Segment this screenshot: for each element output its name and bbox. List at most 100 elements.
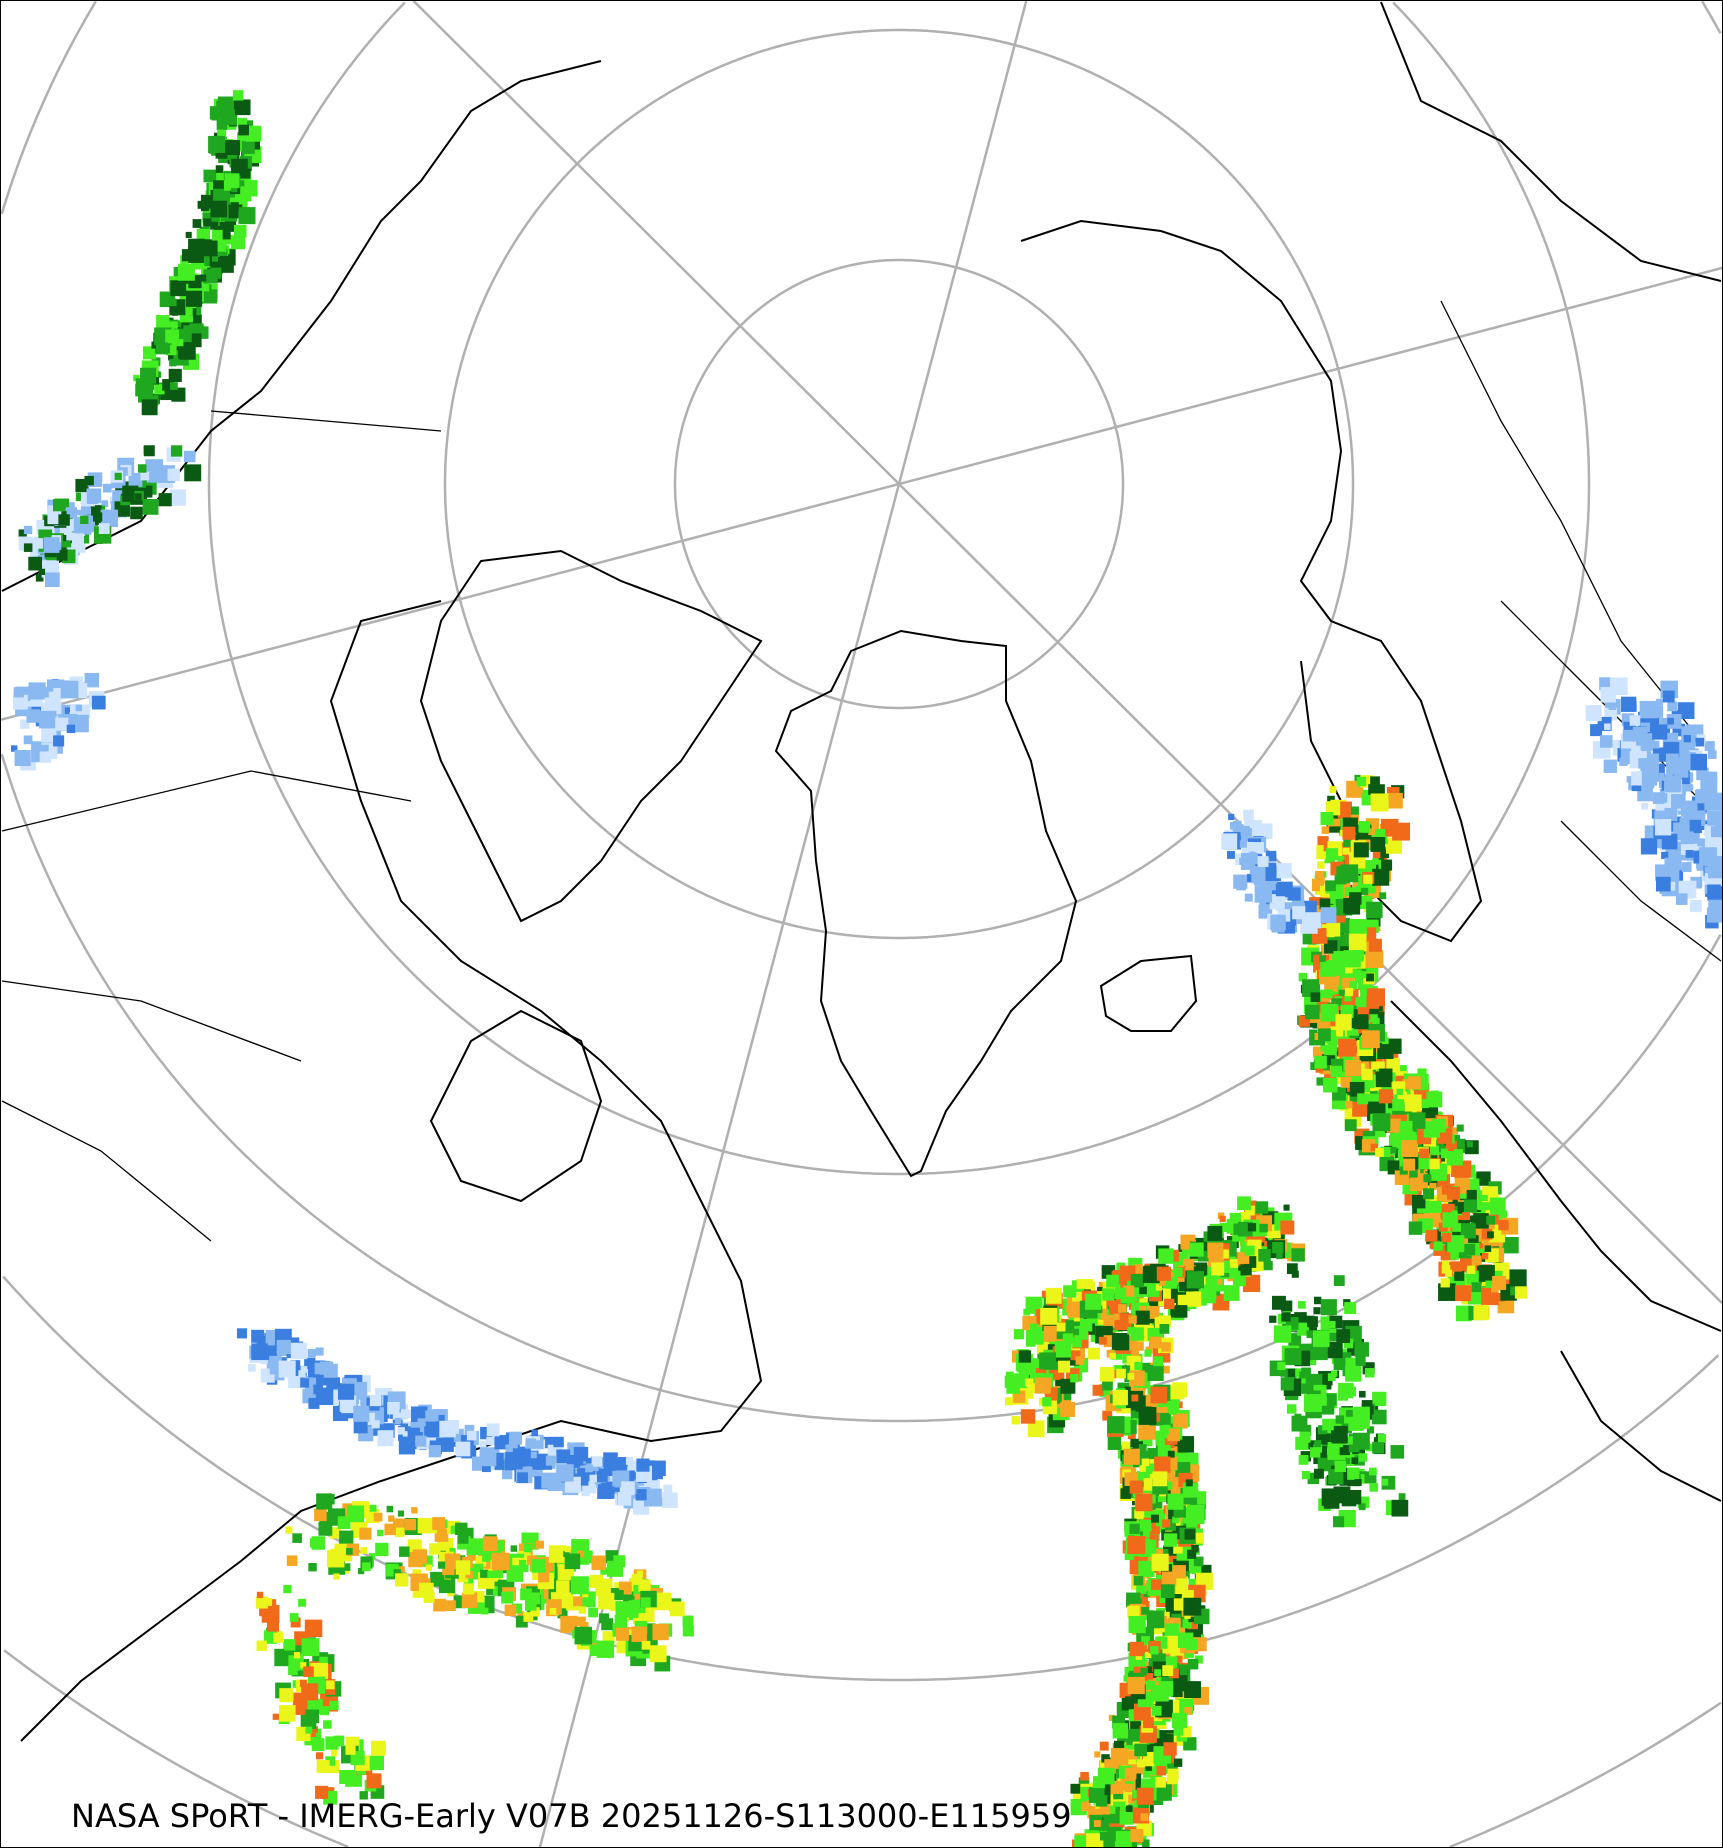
precip-cell: [1319, 955, 1326, 962]
precip-cell: [437, 1538, 454, 1554]
precip-cell: [158, 493, 172, 507]
precip-cell: [1138, 1444, 1147, 1453]
precip-cell: [1043, 1325, 1060, 1342]
precip-cell: [1098, 1820, 1110, 1831]
precip-cell: [1099, 1366, 1115, 1382]
precip-cell: [1317, 836, 1329, 848]
precip-cell: [135, 384, 148, 397]
precip-cell: [1115, 1830, 1132, 1847]
precip-cell: [1127, 1372, 1135, 1380]
precip-cell: [1320, 1004, 1339, 1022]
precip-cell: [1654, 819, 1672, 836]
precip-cell: [482, 1553, 491, 1562]
precip-cell: [1349, 1479, 1356, 1486]
precip-cell: [434, 1528, 449, 1542]
precip-cell: [264, 1598, 273, 1606]
precip-cell: [169, 359, 177, 367]
precip-cell: [1460, 1223, 1476, 1239]
precip-cell: [1473, 1304, 1489, 1321]
precip-cell: [1695, 737, 1705, 747]
precip-cell: [1656, 772, 1665, 781]
precip-cell: [1306, 1316, 1318, 1328]
precip-cell: [1229, 1212, 1241, 1225]
precip-cell: [1330, 1065, 1343, 1078]
precip-cell: [475, 1556, 487, 1567]
precip-cell: [1366, 1426, 1375, 1434]
precip-cell: [1679, 817, 1689, 827]
precip-cell: [1655, 802, 1665, 812]
precip-cell: [600, 1567, 608, 1575]
precip-cell: [411, 1507, 418, 1514]
precip-cell: [1202, 1284, 1217, 1299]
precip-cell: [1155, 1284, 1163, 1291]
precip-cell: [1237, 1196, 1251, 1211]
precip-cell: [1160, 1584, 1175, 1598]
precip-cell: [1708, 899, 1722, 914]
precip-cell: [1353, 1014, 1369, 1030]
precip-cell: [1463, 1243, 1476, 1256]
precip-cell: [1347, 1467, 1360, 1480]
precip-cell: [1377, 1434, 1386, 1443]
precip-cell: [66, 724, 76, 734]
precip-cell: [143, 445, 155, 457]
precip-cell: [1313, 1307, 1321, 1315]
precip-cell: [1139, 1286, 1147, 1295]
precip-cell: [1351, 1002, 1360, 1011]
precip-cell: [1466, 1270, 1481, 1285]
precip-cell: [601, 1618, 614, 1631]
precip-cell: [1473, 1213, 1489, 1229]
precip-cell: [1665, 753, 1679, 767]
precip-cell: [1401, 1140, 1418, 1158]
precip-cell: [234, 99, 251, 116]
precip-cell: [1150, 1514, 1160, 1523]
precip-cell: [1169, 1668, 1179, 1679]
precip-cell: [98, 523, 110, 534]
precip-cell: [1153, 1356, 1164, 1367]
precip-cell: [1335, 1014, 1352, 1031]
precip-cell: [203, 289, 218, 304]
precip-cell: [84, 672, 99, 688]
precip-cell: [1408, 1221, 1423, 1235]
precip-cell: [595, 1578, 613, 1596]
precip-cell: [1417, 1068, 1427, 1078]
precip-cell: [1146, 1305, 1160, 1319]
precip-cell: [417, 1517, 434, 1534]
precip-cell: [288, 1337, 300, 1348]
precip-cell: [353, 1419, 368, 1434]
precip-cell: [1145, 1764, 1152, 1771]
precip-cell: [1162, 1416, 1171, 1425]
precip-cell: [1652, 724, 1668, 740]
precip-cell: [1173, 1598, 1187, 1611]
precip-cell: [1585, 705, 1602, 722]
precip-cell: [494, 1549, 502, 1557]
precip-cell: [1389, 1146, 1397, 1154]
precip-cell: [1259, 1223, 1268, 1233]
precip-cell: [75, 492, 85, 502]
north-america-coast: [1, 60, 763, 1742]
precip-cell: [1131, 1394, 1139, 1402]
precip-cell: [140, 367, 157, 384]
precip-cell: [1343, 837, 1353, 847]
precip-cell: [151, 341, 159, 349]
precip-cell: [353, 1405, 370, 1422]
precip-cell: [1287, 887, 1301, 901]
precip-cell: [1441, 1264, 1451, 1274]
precip-cell: [1097, 1767, 1115, 1785]
precip-cell: [1030, 1323, 1039, 1333]
precip-cell: [1135, 1494, 1153, 1512]
precip-cell: [1140, 1668, 1148, 1676]
precip-cell: [1130, 1438, 1139, 1448]
precip-cell: [71, 533, 85, 546]
precip-cell: [337, 1383, 355, 1400]
precip-cell: [320, 1706, 330, 1716]
precip-cell: [1704, 792, 1722, 811]
precip-cell: [1119, 1810, 1134, 1825]
precip-cell: [300, 1366, 308, 1373]
precip-cell: [1070, 1783, 1081, 1794]
precip-cell: [491, 1552, 510, 1571]
precip-cell: [323, 1720, 332, 1729]
precip-cell: [1113, 1313, 1120, 1320]
precip-cell: [479, 1440, 487, 1448]
precip-cell: [1312, 1330, 1330, 1348]
borders: [1, 300, 1722, 1242]
